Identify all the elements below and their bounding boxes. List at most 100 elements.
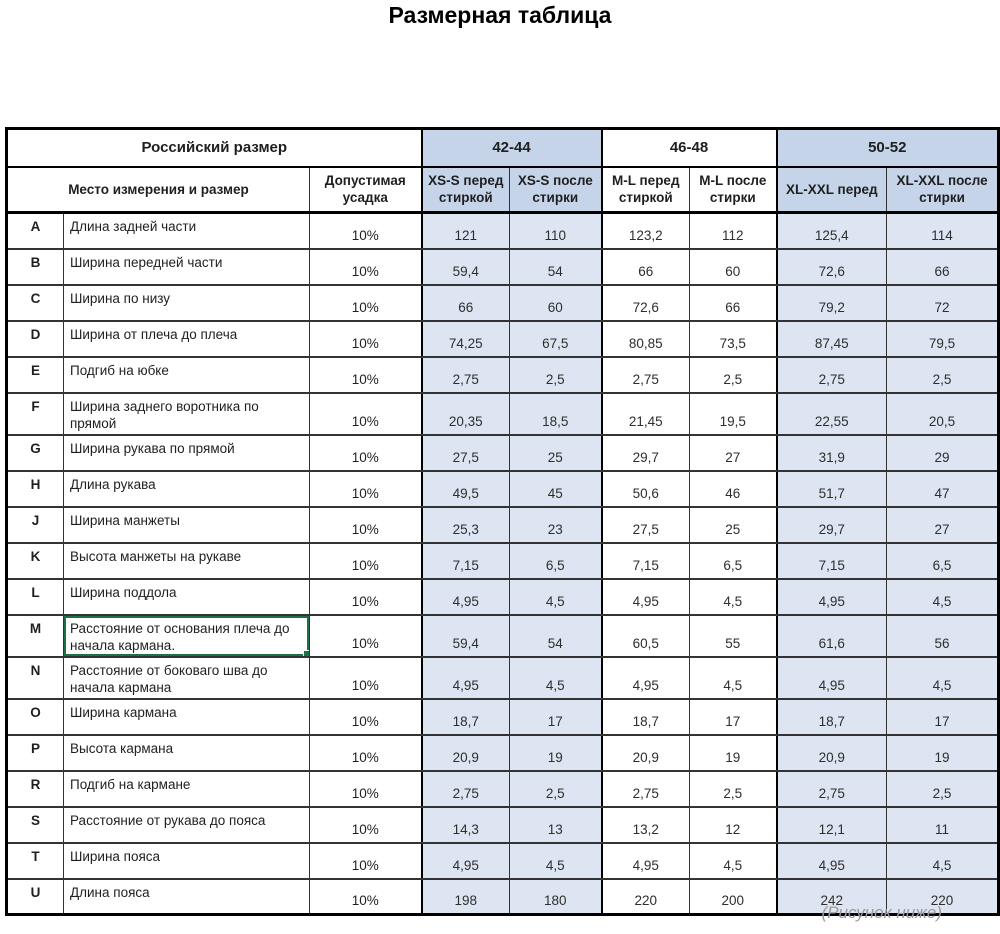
value-cell-xss-after[interactable]: 2,5 xyxy=(509,770,603,808)
value-cell-xss-after[interactable]: 54 xyxy=(509,614,603,658)
header-shrinkage-label[interactable]: Допустимая усадка xyxy=(308,166,423,214)
shrinkage-cell[interactable]: 10% xyxy=(308,212,423,250)
shrinkage-cell[interactable]: 10% xyxy=(308,614,423,658)
value-cell-ml-before[interactable]: 21,45 xyxy=(600,392,691,436)
value-cell-xlxxl-before[interactable]: 29,7 xyxy=(775,506,888,544)
measurement-name-cell[interactable]: Ширина поддола xyxy=(63,578,310,616)
value-cell-ml-after[interactable]: 4,5 xyxy=(689,656,778,700)
value-cell-ml-after[interactable]: 55 xyxy=(689,614,778,658)
value-cell-xlxxl-before[interactable]: 79,2 xyxy=(775,284,888,322)
header-ml-after[interactable]: M-L после стирки xyxy=(689,166,778,214)
value-cell-ml-before[interactable]: 7,15 xyxy=(600,542,691,580)
row-letter-cell[interactable]: E xyxy=(6,356,64,394)
value-cell-xlxxl-before[interactable]: 242 xyxy=(775,878,888,916)
value-cell-ml-after[interactable]: 66 xyxy=(689,284,778,322)
value-cell-ml-after[interactable]: 19 xyxy=(689,734,778,772)
value-cell-xss-before[interactable]: 25,3 xyxy=(420,506,511,544)
row-letter-cell[interactable]: T xyxy=(6,842,64,880)
value-cell-ml-after[interactable]: 25 xyxy=(689,506,778,544)
header-ml-before[interactable]: M-L перед стиркой xyxy=(600,166,691,214)
value-cell-xss-after[interactable]: 13 xyxy=(509,806,603,844)
value-cell-ml-before[interactable]: 4,95 xyxy=(600,578,691,616)
value-cell-xlxxl-after[interactable]: 47 xyxy=(886,470,1000,508)
value-cell-xlxxl-before[interactable]: 61,6 xyxy=(775,614,888,658)
value-cell-xlxxl-after[interactable]: 4,5 xyxy=(886,842,1000,880)
measurement-name-cell[interactable]: Подгиб на кармане xyxy=(63,770,310,808)
value-cell-xlxxl-after[interactable]: 79,5 xyxy=(886,320,1000,358)
value-cell-ml-after[interactable]: 17 xyxy=(689,698,778,736)
value-cell-xlxxl-before[interactable]: 18,7 xyxy=(775,698,888,736)
value-cell-xss-before[interactable]: 198 xyxy=(420,878,511,916)
shrinkage-cell[interactable]: 10% xyxy=(308,506,423,544)
value-cell-ml-after[interactable]: 27 xyxy=(689,434,778,472)
value-cell-ml-after[interactable]: 12 xyxy=(689,806,778,844)
value-cell-xss-before[interactable]: 2,75 xyxy=(420,770,511,808)
value-cell-ml-before[interactable]: 2,75 xyxy=(600,356,691,394)
row-letter-cell[interactable]: S xyxy=(6,806,64,844)
shrinkage-cell[interactable]: 10% xyxy=(308,770,423,808)
value-cell-ml-before[interactable]: 20,9 xyxy=(600,734,691,772)
shrinkage-cell[interactable]: 10% xyxy=(308,392,423,436)
value-cell-xss-before[interactable]: 4,95 xyxy=(420,656,511,700)
value-cell-xss-before[interactable]: 4,95 xyxy=(420,842,511,880)
measurement-name-cell[interactable]: Длина рукава xyxy=(63,470,310,508)
measurement-name-cell[interactable]: Ширина заднего воротника по прямой xyxy=(63,392,310,436)
value-cell-xss-after[interactable]: 45 xyxy=(509,470,603,508)
row-letter-cell[interactable]: C xyxy=(6,284,64,322)
value-cell-xss-after[interactable]: 4,5 xyxy=(509,578,603,616)
value-cell-xlxxl-before[interactable]: 125,4 xyxy=(775,212,888,250)
measurement-name-cell[interactable]: Высота манжеты на рукаве xyxy=(63,542,310,580)
value-cell-ml-before[interactable]: 4,95 xyxy=(600,656,691,700)
value-cell-xss-after[interactable]: 4,5 xyxy=(509,842,603,880)
value-cell-xlxxl-after[interactable]: 19 xyxy=(886,734,1000,772)
measurement-name-cell[interactable]: Длина задней части xyxy=(63,212,310,250)
value-cell-xss-before[interactable]: 7,15 xyxy=(420,542,511,580)
header-xss-before[interactable]: XS-S перед стиркой xyxy=(420,166,511,214)
value-cell-xlxxl-after[interactable]: 220 xyxy=(886,878,1000,916)
value-cell-xlxxl-after[interactable]: 20,5 xyxy=(886,392,1000,436)
row-letter-cell[interactable]: J xyxy=(6,506,64,544)
value-cell-xlxxl-after[interactable]: 2,5 xyxy=(886,770,1000,808)
measurement-name-cell[interactable]: Длина пояса xyxy=(63,878,310,916)
value-cell-xss-before[interactable]: 59,4 xyxy=(420,614,511,658)
header-size-group-46-48[interactable]: 46-48 xyxy=(600,128,778,168)
value-cell-ml-after[interactable]: 73,5 xyxy=(689,320,778,358)
value-cell-xss-before[interactable]: 18,7 xyxy=(420,698,511,736)
row-letter-cell[interactable]: O xyxy=(6,698,64,736)
value-cell-ml-before[interactable]: 50,6 xyxy=(600,470,691,508)
row-letter-cell[interactable]: P xyxy=(6,734,64,772)
value-cell-ml-after[interactable]: 46 xyxy=(689,470,778,508)
value-cell-xss-after[interactable]: 4,5 xyxy=(509,656,603,700)
row-letter-cell[interactable]: G xyxy=(6,434,64,472)
measurement-name-cell[interactable]: Ширина рукава по прямой xyxy=(63,434,310,472)
value-cell-ml-before[interactable]: 80,85 xyxy=(600,320,691,358)
row-letter-cell[interactable]: H xyxy=(6,470,64,508)
value-cell-xlxxl-after[interactable]: 56 xyxy=(886,614,1000,658)
row-letter-cell[interactable]: M xyxy=(6,614,64,658)
row-letter-cell[interactable]: A xyxy=(6,212,64,250)
shrinkage-cell[interactable]: 10% xyxy=(308,434,423,472)
measurement-name-cell[interactable]: Ширина манжеты xyxy=(63,506,310,544)
value-cell-ml-before[interactable]: 72,6 xyxy=(600,284,691,322)
shrinkage-cell[interactable]: 10% xyxy=(308,542,423,580)
row-letter-cell[interactable]: R xyxy=(6,770,64,808)
value-cell-ml-after[interactable]: 4,5 xyxy=(689,842,778,880)
value-cell-xss-after[interactable]: 19 xyxy=(509,734,603,772)
value-cell-ml-after[interactable]: 19,5 xyxy=(689,392,778,436)
value-cell-ml-before[interactable]: 2,75 xyxy=(600,770,691,808)
value-cell-ml-before[interactable]: 18,7 xyxy=(600,698,691,736)
value-cell-xlxxl-before[interactable]: 4,95 xyxy=(775,842,888,880)
measurement-name-cell[interactable]: Ширина от плеча до плеча xyxy=(63,320,310,358)
row-letter-cell[interactable]: L xyxy=(6,578,64,616)
value-cell-xlxxl-after[interactable]: 72 xyxy=(886,284,1000,322)
header-xss-after[interactable]: XS-S после стирки xyxy=(509,166,603,214)
value-cell-xlxxl-before[interactable]: 2,75 xyxy=(775,356,888,394)
value-cell-ml-after[interactable]: 112 xyxy=(689,212,778,250)
value-cell-xss-before[interactable]: 66 xyxy=(420,284,511,322)
value-cell-xss-after[interactable]: 180 xyxy=(509,878,603,916)
value-cell-xss-after[interactable]: 60 xyxy=(509,284,603,322)
shrinkage-cell[interactable]: 10% xyxy=(308,248,423,286)
value-cell-xss-before[interactable]: 20,9 xyxy=(420,734,511,772)
measurement-name-cell[interactable]: Ширина кармана xyxy=(63,698,310,736)
row-letter-cell[interactable]: B xyxy=(6,248,64,286)
